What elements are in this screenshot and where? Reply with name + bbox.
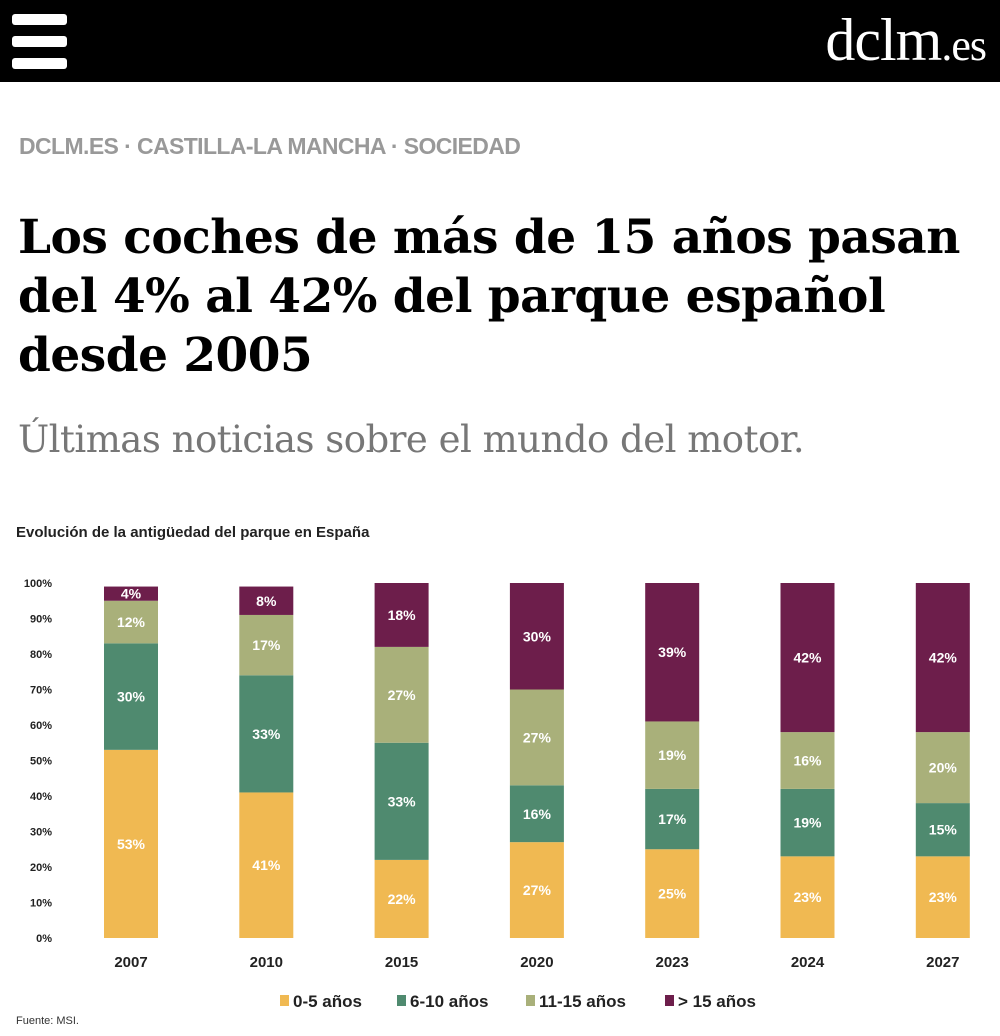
y-tick-label: 20%: [30, 862, 52, 874]
legend-label: 0-5 años: [293, 992, 362, 1011]
hamburger-menu-icon[interactable]: [12, 14, 68, 70]
data-label: 17%: [658, 811, 687, 827]
bar-segment: [104, 749, 158, 938]
data-label: 33%: [388, 793, 417, 809]
data-label: 19%: [793, 815, 822, 831]
data-label: 41%: [252, 857, 281, 873]
stacked-bar-chart: Evolución de la antigüedad del parque en…: [0, 505, 1000, 1036]
x-tick-label: 2024: [791, 954, 825, 971]
breadcrumb-separator: ·: [385, 133, 404, 159]
legend-label: > 15 años: [678, 992, 756, 1011]
chart-title: Evolución de la antigüedad del parque en…: [16, 524, 370, 541]
x-tick-label: 2027: [926, 954, 959, 971]
data-label: 16%: [523, 806, 552, 822]
legend-label: 11-15 años: [539, 992, 626, 1011]
bar-segment: [374, 859, 429, 938]
y-tick-label: 50%: [30, 756, 52, 768]
bar-segment: [104, 643, 158, 750]
data-label: 53%: [117, 836, 146, 852]
data-label: 20%: [929, 760, 958, 776]
data-label: 27%: [523, 882, 552, 898]
data-label: 19%: [658, 747, 687, 763]
data-label: 22%: [388, 891, 417, 907]
breadcrumb-separator: ·: [118, 133, 137, 159]
bar-segment: [239, 675, 294, 793]
bar-segment: [915, 803, 970, 857]
bar-segment: [104, 600, 158, 644]
data-label: 33%: [252, 726, 281, 742]
data-label: 23%: [793, 889, 822, 905]
breadcrumb-section[interactable]: SOCIEDAD: [403, 133, 521, 159]
bar-segment: [509, 583, 564, 690]
bar-segment: [780, 788, 835, 857]
chart-source: Fuente: MSI.: [16, 1015, 79, 1027]
y-tick-label: 10%: [30, 898, 52, 910]
x-tick-label: 2020: [520, 954, 553, 971]
bar-segment: [239, 586, 294, 615]
x-tick-label: 2023: [656, 954, 689, 971]
bar-segment: [239, 614, 294, 676]
data-label: 8%: [256, 593, 277, 609]
bar-segment: [915, 583, 970, 733]
breadcrumb: DCLM.ES · CASTILLA-LA MANCHA · SOCIEDAD: [19, 133, 521, 160]
article-title: Los coches de más de 15 años pasan del 4…: [18, 210, 960, 383]
data-label: 30%: [523, 628, 552, 644]
data-label: 27%: [388, 687, 417, 703]
site-logo[interactable]: dclm.es: [825, 6, 987, 75]
data-label: 42%: [793, 650, 822, 666]
bar-segment: [645, 788, 700, 850]
legend-swatch: [665, 995, 674, 1006]
legend-label: 6-10 años: [410, 992, 488, 1011]
y-tick-label: 0%: [36, 933, 52, 945]
bar-segment: [374, 583, 429, 647]
article-subtitle: Últimas noticias sobre el mundo del moto…: [18, 418, 805, 461]
y-tick-label: 30%: [30, 827, 52, 839]
bar-segment: [239, 792, 294, 938]
data-label: 12%: [117, 614, 146, 630]
data-label: 42%: [929, 650, 958, 666]
data-label: 25%: [658, 886, 687, 902]
x-tick-label: 2010: [250, 954, 283, 971]
data-label: 16%: [793, 753, 822, 769]
logo-text: dclm: [825, 7, 942, 73]
data-label: 39%: [658, 644, 687, 660]
y-tick-label: 80%: [30, 649, 52, 661]
legend-swatch: [526, 995, 535, 1006]
bar-segment: [509, 785, 564, 843]
y-tick-label: 40%: [30, 791, 52, 803]
bar-segment: [374, 742, 429, 860]
data-label: 23%: [929, 889, 958, 905]
bar-segment: [104, 586, 158, 601]
y-tick-label: 70%: [30, 685, 52, 697]
data-label: 30%: [117, 689, 146, 705]
data-label: 17%: [252, 637, 281, 653]
breadcrumb-home[interactable]: DCLM.ES: [19, 133, 119, 159]
bar-segment: [645, 849, 700, 938]
logo-suffix: .es: [941, 21, 987, 70]
y-tick-label: 90%: [30, 614, 52, 626]
x-tick-label: 2007: [114, 954, 147, 971]
bar-segment: [509, 842, 564, 938]
bar-segment: [645, 583, 700, 722]
bar-segment: [915, 732, 970, 804]
bar-segment: [915, 856, 970, 938]
y-tick-label: 100%: [24, 578, 52, 590]
data-label: 27%: [523, 729, 552, 745]
breadcrumb-region[interactable]: CASTILLA-LA MANCHA: [136, 133, 386, 159]
legend-swatch: [397, 995, 406, 1006]
data-label: 18%: [388, 607, 417, 623]
bar-segment: [780, 856, 835, 938]
data-label: 4%: [121, 586, 142, 602]
data-label: 15%: [929, 822, 958, 838]
bar-segment: [780, 583, 835, 733]
legend-swatch: [280, 995, 289, 1006]
bar-segment: [509, 689, 564, 786]
bar-segment: [645, 721, 700, 789]
top-bar: dclm.es: [0, 0, 1000, 82]
bar-segment: [374, 646, 429, 743]
x-tick-label: 2015: [385, 954, 418, 971]
y-tick-label: 60%: [30, 720, 52, 732]
bar-segment: [780, 732, 835, 789]
